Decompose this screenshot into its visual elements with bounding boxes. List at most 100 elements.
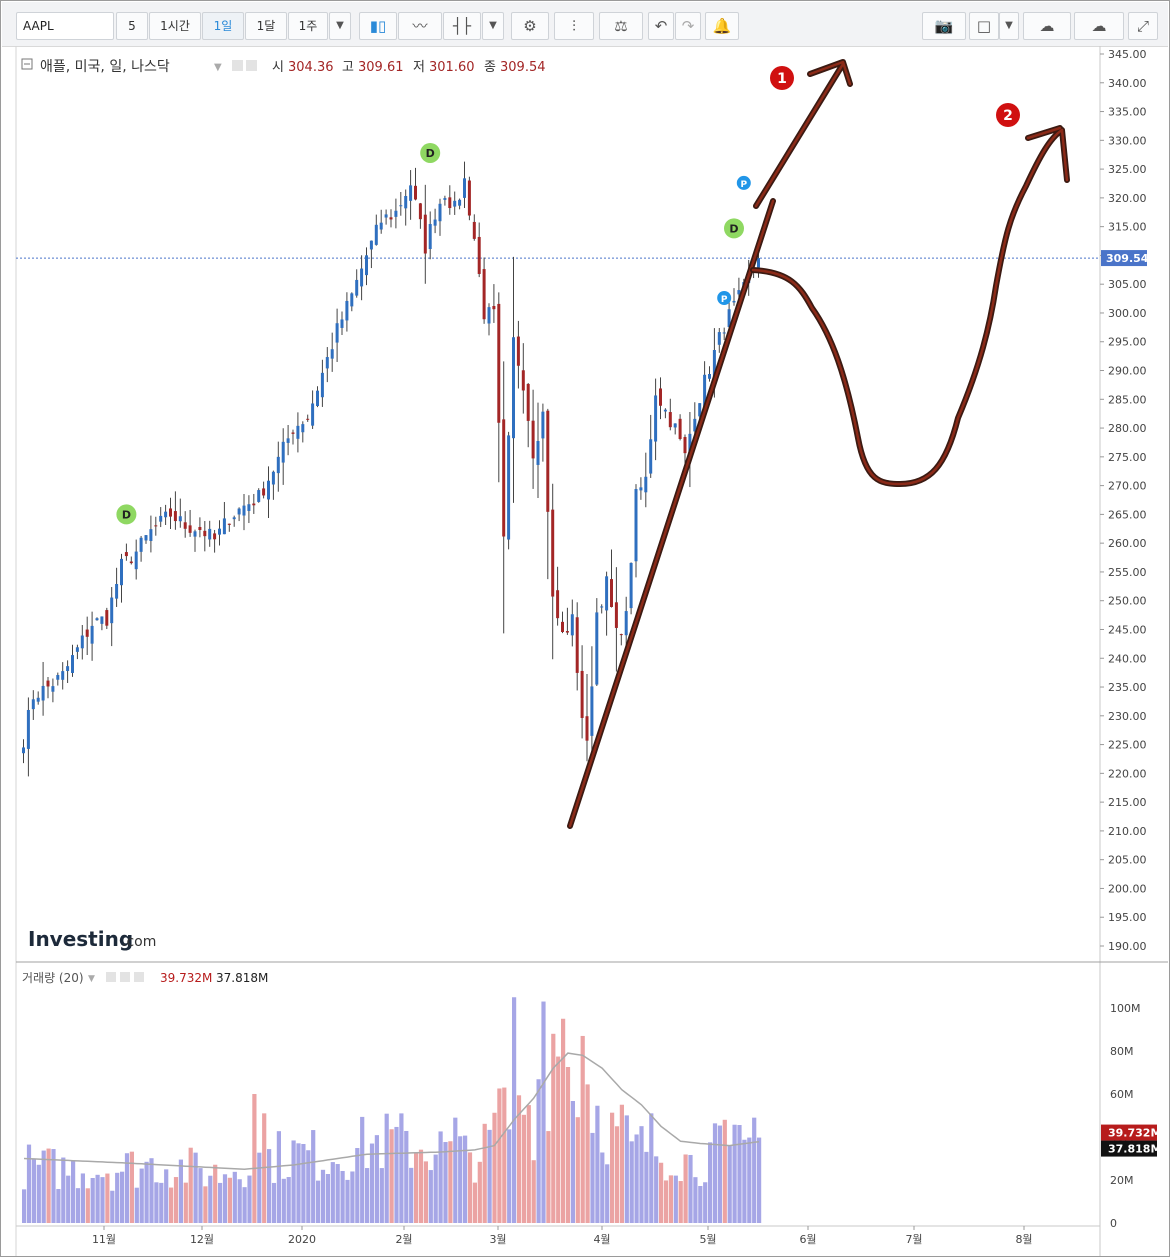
volume-bar [458,1136,463,1223]
color-box-icon[interactable]: □ [969,12,999,40]
volume-bar [453,1117,458,1223]
gear-icon[interactable]: ⚙ [511,12,549,40]
interval-1day-button[interactable]: 1일 [202,12,244,40]
volume-bar [22,1189,27,1223]
volume-bar [178,1159,183,1223]
volume-bar [183,1182,188,1223]
volume-bar [330,1162,335,1223]
volume-bar [85,1188,90,1223]
candle [355,269,359,298]
candle [433,208,437,234]
volume-tick-label: 60M [1110,1088,1134,1101]
legend-dropdown-icon[interactable]: ▼ [214,62,222,73]
volume-bar [389,1129,394,1223]
price-tick-label: 245.00 [1108,623,1147,636]
volume-bar [154,1182,159,1223]
settings-icon[interactable] [246,60,257,71]
volume-settings-icon[interactable] [120,972,130,982]
candle [193,529,197,552]
fullscreen-icon[interactable]: ⤢ [1128,12,1158,40]
dropdown-icon[interactable]: ▼ [329,12,351,40]
interval-1month-button[interactable]: 1달 [245,12,287,40]
symbol-input[interactable]: AAPL [16,12,114,40]
event-marker[interactable]: P [736,175,751,190]
time-tick-label: 2020 [288,1233,316,1246]
volume-bar [286,1177,291,1223]
cloud-upload-icon[interactable]: ☁ [1074,12,1124,40]
volume-bar [90,1178,95,1223]
candle [546,408,550,580]
event-marker[interactable]: P [717,291,732,306]
volume-bar [242,1187,247,1223]
volume-bar [164,1169,169,1223]
candle [536,402,540,498]
volume-bar [703,1182,708,1223]
volume-bar [575,1117,580,1223]
candlestick-icon[interactable]: ▮▯ [359,12,397,40]
svg-text:D: D [426,147,435,160]
undo-icon[interactable]: ↶ [648,12,674,40]
price-tick-label: 345.00 [1108,48,1147,61]
price-tick-label: 190.00 [1108,940,1147,953]
volume-bar [551,1033,556,1223]
volume-bar [712,1123,718,1223]
dividend-marker[interactable]: D [724,218,744,239]
candle [585,674,589,762]
candle [198,517,202,538]
volume-eye-icon[interactable] [106,972,116,982]
volume-bar [663,1180,669,1223]
price-tick-label: 270.00 [1108,480,1147,493]
dividend-marker[interactable]: D [116,504,137,525]
area-chart-icon[interactable]: 〰 [398,12,442,40]
volume-bar [46,1148,51,1223]
volume-bar [61,1157,66,1223]
volume-bar [129,1151,134,1223]
dividend-marker[interactable]: D [420,142,441,163]
candle [164,504,168,526]
volume-bar [536,1079,541,1223]
indicator-icon[interactable]: ⫶ [554,12,594,40]
candle [717,328,721,353]
volume-close-icon[interactable] [134,972,144,982]
camera-icon[interactable]: 📷 [922,12,966,40]
price-tick-label: 330.00 [1108,134,1147,147]
toolbar: AAPL 5 1시간 1일 1달 1주 ▼ ▮▯ 〰 ┤├ ▼ ⚙ ⫶ ⚖ ↶ … [2,2,1168,47]
volume-bar [654,1156,659,1223]
alert-icon[interactable]: 🔔 [705,12,739,40]
event-markers: D D D P P [116,142,751,525]
marker-2-badge [996,103,1020,127]
eye-icon[interactable] [232,60,243,71]
volume-bar [541,1001,546,1223]
volume-bar [379,1168,384,1223]
volume-bar [507,1129,512,1223]
candle [360,255,364,301]
candle [428,211,432,260]
low-value: 301.60 [429,60,475,75]
volume-bar [267,1149,272,1223]
volume-bar [717,1125,722,1223]
collapse-icon[interactable] [21,58,33,70]
candle [144,535,148,544]
volume-value-tag: 39.732M [1108,1127,1161,1140]
bar-chart-icon[interactable]: ┤├ [443,12,481,40]
interval-1week-button[interactable]: 1주 [288,12,328,40]
candle [178,498,182,528]
interval-1hour-button[interactable]: 1시간 [149,12,201,40]
projection-curve-drawing [750,125,1070,487]
candle [100,616,104,631]
candle [541,403,545,462]
candle [301,421,305,443]
price-tick-label: 225.00 [1108,739,1147,752]
price-chart[interactable]: 190.00 195.00 200.00 205.00 210.00 215.00 220.… [0,46,1168,1256]
cloud-download-icon[interactable]: ☁ [1023,12,1071,40]
volume-dropdown-icon[interactable]: ▼ [88,974,95,984]
volume-bar [580,1035,585,1223]
candle [619,633,623,646]
scale-icon[interactable]: ⚖ [599,12,643,40]
volume-bar [659,1162,664,1223]
dropdown-icon[interactable]: ▼ [999,12,1019,40]
candlestick-series [22,161,760,777]
interval-5min-button[interactable]: 5 [116,12,148,40]
redo-icon[interactable]: ↷ [675,12,701,40]
dropdown-icon[interactable]: ▼ [482,12,504,40]
